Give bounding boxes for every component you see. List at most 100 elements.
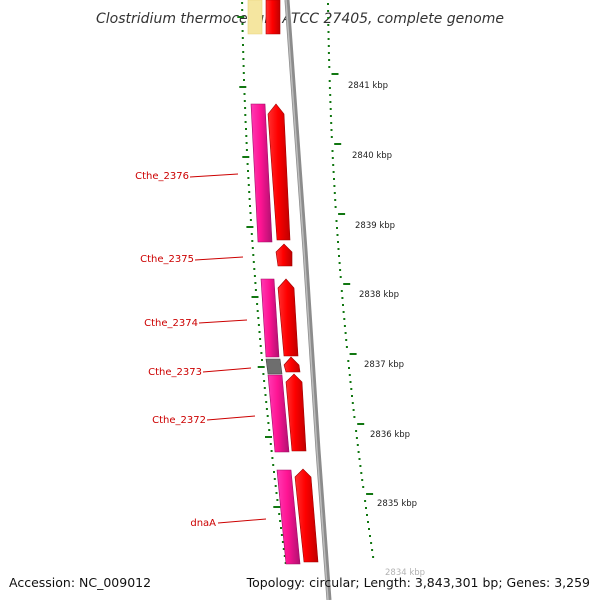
- outer-minor-tick: [327, 31, 330, 33]
- outer-minor-tick: [355, 430, 358, 432]
- inner-minor-tick: [247, 177, 250, 179]
- outer-minor-tick: [327, 24, 330, 26]
- inner-minor-tick: [241, 37, 244, 39]
- kbp-label: 2838 kbp: [359, 290, 399, 300]
- outer-minor-tick: [333, 178, 335, 180]
- outer-minor-tick: [368, 528, 370, 530]
- outer-minor-tick: [358, 458, 361, 460]
- outer-minor-tick: [372, 556, 375, 558]
- inner-minor-tick: [265, 401, 268, 403]
- inner-minor-tick: [241, 23, 244, 25]
- inner-minor-tick: [246, 163, 249, 165]
- inner-minor-tick: [253, 275, 256, 277]
- outer-minor-tick: [333, 185, 336, 187]
- outer-minor-tick: [353, 416, 356, 418]
- outer-major-tick: [357, 423, 365, 425]
- outer-minor-tick: [331, 157, 334, 159]
- outer-minor-tick: [357, 451, 360, 453]
- inner-minor-tick: [248, 191, 251, 193]
- outer-minor-tick: [328, 66, 331, 68]
- gene-label-cthe-2372: Cthe_2372: [152, 415, 206, 426]
- outer-major-tick: [334, 143, 342, 145]
- outer-minor-tick: [339, 269, 342, 271]
- outer-minor-tick: [362, 486, 365, 488]
- inner-minor-tick: [283, 555, 286, 557]
- outer-minor-tick: [343, 318, 346, 320]
- gene-label-cthe-2374: Cthe_2374: [144, 318, 198, 329]
- outer-minor-tick: [361, 479, 364, 481]
- inner-minor-tick: [273, 471, 275, 473]
- inner-major-tick: [239, 86, 247, 88]
- outer-minor-tick: [329, 108, 332, 110]
- outer-minor-tick: [330, 129, 333, 131]
- outer-minor-tick: [330, 122, 333, 124]
- outer-minor-tick: [370, 542, 373, 544]
- gene-label-cthe-2373: Cthe_2373: [148, 367, 202, 378]
- inner-minor-tick: [241, 30, 244, 32]
- inner-major-tick: [251, 296, 259, 298]
- outer-minor-tick: [330, 136, 333, 138]
- inner-minor-tick: [244, 107, 247, 109]
- outer-minor-tick: [327, 45, 330, 47]
- inner-minor-tick: [280, 534, 283, 536]
- inner-minor-tick: [247, 170, 249, 172]
- inner-minor-tick: [272, 464, 275, 466]
- kbp-ruler-labels: 2841 kbp 2840 kbp 2839 kbp 2838 kbp 2837…: [348, 81, 425, 578]
- feature-faded-top: [247, 0, 263, 35]
- outer-minor-tick: [349, 381, 352, 383]
- inner-minor-tick: [273, 478, 276, 480]
- outer-minor-tick: [336, 234, 339, 236]
- inner-minor-tick: [254, 289, 257, 291]
- cds-arrow-cthe-2373: [283, 356, 301, 373]
- inner-major-tick: [257, 366, 265, 368]
- inner-minor-tick: [249, 219, 252, 221]
- accession-text: Accession: NC_009012: [9, 575, 152, 590]
- outer-minor-tick: [327, 38, 330, 40]
- inner-minor-tick: [264, 394, 267, 396]
- kbp-label: 2837 kbp: [364, 360, 404, 370]
- outer-minor-tick: [351, 395, 353, 397]
- outer-minor-tick: [327, 3, 329, 5]
- kbp-label: 2841 kbp: [348, 81, 388, 91]
- outer-minor-tick: [365, 507, 367, 509]
- inner-minor-tick: [271, 457, 274, 459]
- cds-arrow-cthe-2376: [267, 103, 291, 241]
- inner-minor-tick: [268, 429, 271, 431]
- kbp-label: 2836 kbp: [370, 430, 410, 440]
- inner-minor-tick: [274, 485, 277, 487]
- gene-label-cthe-2375: Cthe_2375: [140, 254, 194, 265]
- inner-major-tick: [265, 436, 272, 438]
- inner-minor-tick: [247, 184, 250, 186]
- inner-minor-tick: [252, 261, 255, 263]
- outer-minor-tick: [334, 206, 337, 208]
- outer-minor-tick: [348, 367, 350, 369]
- outer-minor-tick: [351, 402, 354, 404]
- inner-minor-tick: [241, 2, 244, 4]
- inner-minor-tick: [270, 450, 273, 452]
- inner-minor-tick: [263, 387, 266, 389]
- inner-minor-tick: [250, 233, 253, 235]
- gene-feature-dnaa: [276, 469, 301, 565]
- inner-minor-tick: [267, 422, 270, 424]
- inner-minor-tick: [275, 492, 278, 494]
- inner-minor-tick: [243, 79, 245, 81]
- inner-minor-tick: [254, 282, 257, 284]
- gene-label-cthe-2376: Cthe_2376: [135, 171, 189, 182]
- inner-minor-tick: [244, 114, 247, 116]
- outer-minor-tick: [333, 192, 336, 194]
- outer-minor-tick: [371, 549, 374, 551]
- outer-minor-tick: [360, 472, 363, 474]
- cds-arrow-cthe-2372: [285, 373, 307, 452]
- inner-minor-tick: [251, 240, 254, 242]
- gene-feature-cthe-2376: [250, 103, 273, 243]
- leader-line: [202, 367, 252, 373]
- outer-minor-tick: [328, 80, 331, 82]
- inner-minor-tick: [260, 352, 263, 354]
- gene-labels: Cthe_2376 Cthe_2375 Cthe_2374 Cthe_2373 …: [135, 171, 267, 529]
- outer-minor-tick: [355, 437, 358, 439]
- inner-minor-tick: [282, 548, 285, 550]
- inner-minor-tick: [281, 541, 284, 543]
- outer-minor-tick: [332, 164, 335, 166]
- leader-line: [189, 173, 239, 178]
- inner-minor-tick: [276, 499, 279, 501]
